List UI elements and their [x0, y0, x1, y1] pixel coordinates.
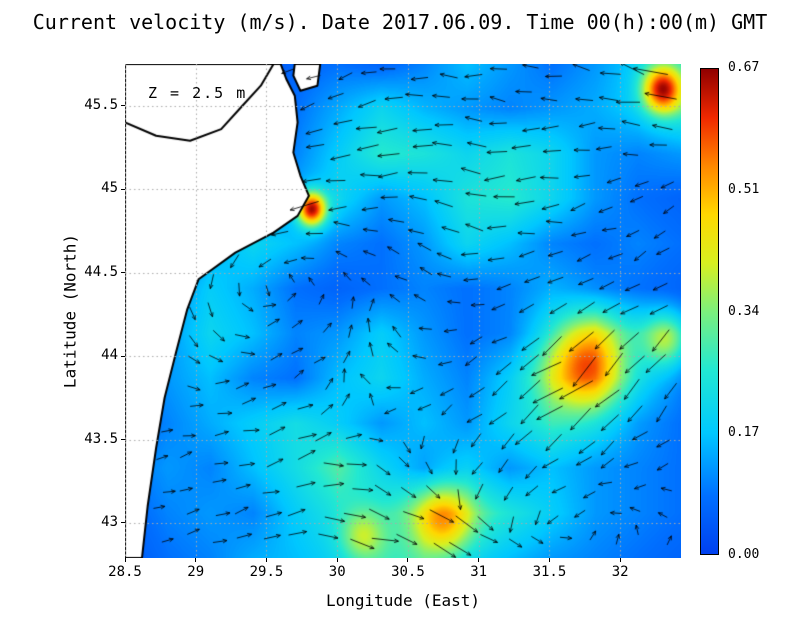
y-tick-mark — [121, 439, 125, 440]
depth-annotation: Z = 2.5 m — [148, 84, 248, 102]
x-tick-mark — [336, 558, 338, 562]
y-tick-label: 45.5 — [84, 96, 118, 113]
x-tick-label: 29 — [187, 564, 205, 580]
y-tick-mark — [121, 355, 125, 357]
x-tick-label: 31.5 — [532, 564, 567, 580]
colorbar — [700, 68, 719, 555]
x-tick-label: 28.5 — [108, 564, 142, 580]
x-tick-mark — [407, 558, 409, 562]
velocity-map-canvas — [125, 64, 681, 558]
x-axis-label: Longitude (East) — [325, 591, 481, 610]
colorbar-tick-label: 0.17 — [728, 425, 760, 441]
chart-title: Current velocity (m/s). Date 2017.06.09.… — [32, 10, 768, 34]
y-tick-mark — [121, 188, 125, 190]
colorbar-tick-label: 0.51 — [728, 181, 760, 197]
x-tick-mark — [124, 558, 126, 562]
x-tick-mark — [195, 558, 197, 562]
y-tick-label: 45 — [101, 180, 118, 197]
x-tick-label: 31 — [470, 564, 488, 580]
y-tick-label: 43 — [101, 513, 118, 530]
colorbar-tick-label: 0.67 — [728, 60, 760, 75]
colorbar-tick-label: 0.00 — [728, 547, 760, 562]
y-tick-label: 43.5 — [84, 430, 118, 447]
x-tick-label: 29.5 — [249, 564, 284, 580]
x-tick-mark — [619, 558, 621, 562]
x-tick-mark — [548, 558, 550, 562]
y-axis-label: Latitude (North) — [60, 233, 80, 389]
x-tick-mark — [265, 558, 267, 562]
x-tick-mark — [478, 558, 480, 562]
colorbar-tick-label: 0.34 — [728, 303, 760, 319]
x-tick-label: 30 — [328, 564, 346, 580]
y-tick-mark — [121, 272, 125, 274]
x-tick-label: 32 — [611, 564, 629, 580]
y-tick-mark — [121, 105, 125, 107]
y-tick-label: 44.5 — [84, 263, 118, 280]
y-tick-label: 44 — [101, 347, 118, 364]
y-tick-mark — [121, 522, 125, 524]
x-tick-label: 30.5 — [391, 564, 425, 580]
